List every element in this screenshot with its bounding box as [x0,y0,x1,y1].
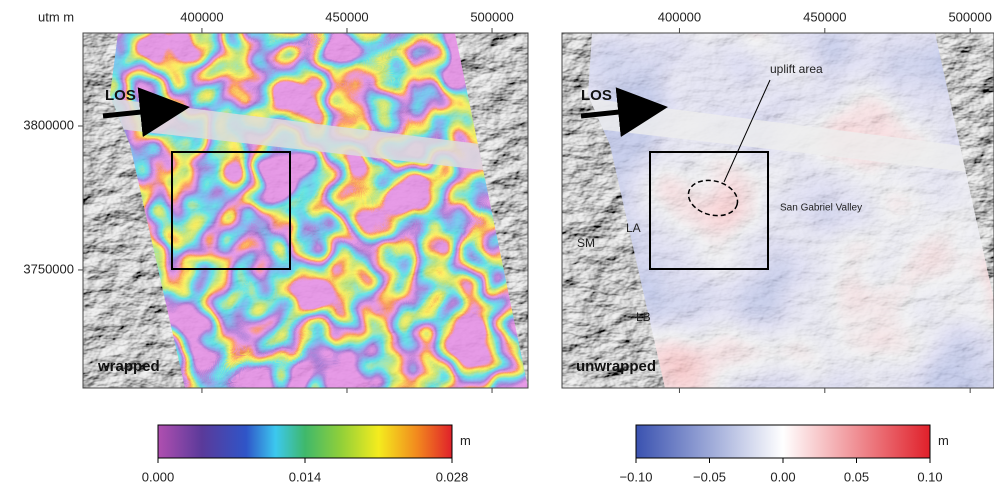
colorbar-tick-label: 0.000 [142,469,175,484]
annotation: LB [636,310,651,324]
annotation: San Gabriel Valley [780,203,862,214]
colorbar-tick-label: −0.10 [620,469,653,484]
x-tick-label: 500000 [470,9,513,24]
x-tick-label: 450000 [325,9,368,24]
panel-label: wrapped [97,358,160,375]
y-tick-label: 3800000 [23,117,74,132]
colorbar-unit: m [938,433,949,448]
x-tick-label: 450000 [803,9,846,24]
x-tick-label: 400000 [180,9,223,24]
colorbar-tick-label: 0.028 [436,469,469,484]
colorbar-tick-label: 0.05 [844,469,869,484]
annotation: uplift area [770,62,823,76]
annotation: LA [626,221,641,235]
annotation: SM [577,236,595,250]
figure: utm m LOS wrapped LOS unwrapped uplift a… [0,0,994,489]
panel-label: unwrapped [576,358,656,375]
y-tick-label: 3750000 [23,261,74,276]
colorbar-tick-label: 0.10 [917,469,942,484]
colorbar-tick-label: −0.05 [693,469,726,484]
axis-label: utm m [38,9,74,24]
colorbar-unit: m [460,433,471,448]
colorbar-tick-label: 0.00 [770,469,795,484]
los-label: LOS [105,87,136,104]
colorbar [636,425,930,458]
x-tick-label: 500000 [948,9,991,24]
colorbar-tick-label: 0.014 [289,469,322,484]
colorbar [158,425,452,458]
los-label: LOS [581,87,612,104]
x-tick-label: 400000 [658,9,701,24]
